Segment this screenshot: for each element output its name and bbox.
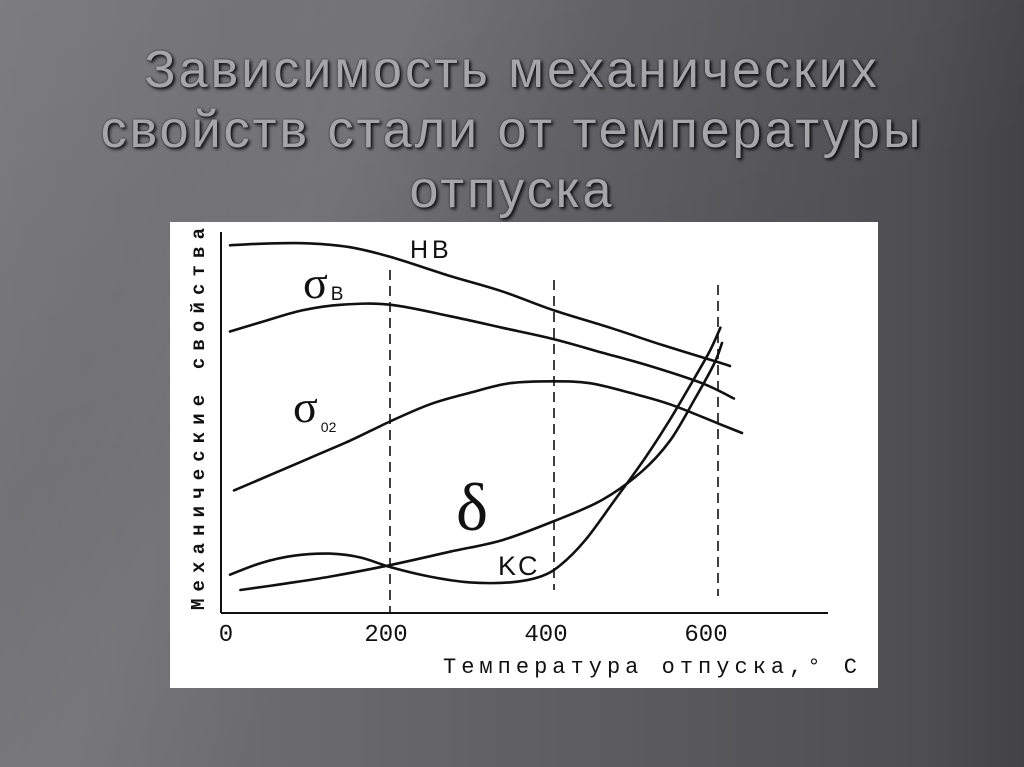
reference-lines [389,270,719,612]
slide-title: Зависимость механических свойств стали о… [0,40,1024,220]
series-line-delta [239,341,724,592]
x-tick-label: 600 [684,622,727,649]
series-line-sigma-02 [232,380,744,492]
series-labels: HB σ B σ 02 δ KC [293,236,540,581]
series-label-sigma-02: σ 02 [293,381,337,435]
series-line-hb [228,241,732,368]
slide-title-line: Зависимость механических [144,41,880,99]
series-line-sigma-b [228,302,736,400]
series-lines [228,241,744,592]
series-label-kc: KC [498,551,540,581]
x-tick-label: 0 [219,622,233,649]
series-line-kc [228,326,722,585]
chart-panel: HB σ B σ 02 δ KC 0 200 400 600 Температура отпуск… [170,222,878,688]
chart: HB σ B σ 02 δ KC 0 200 400 600 Температура отпуск… [188,228,857,680]
y-axis-label: Механические свойства [188,228,210,610]
series-label-delta: δ [456,469,488,545]
x-axis-label: Температура отпуска,° C [443,655,857,680]
x-tick-label: 400 [524,622,567,649]
x-tick-label: 200 [364,622,407,649]
slide-title-line: свойств стали от температуры [100,101,924,159]
slide-title-line: отпуска [409,161,615,219]
x-tick-labels: 0 200 400 600 [219,622,728,649]
series-label-hb: HB [410,236,453,264]
